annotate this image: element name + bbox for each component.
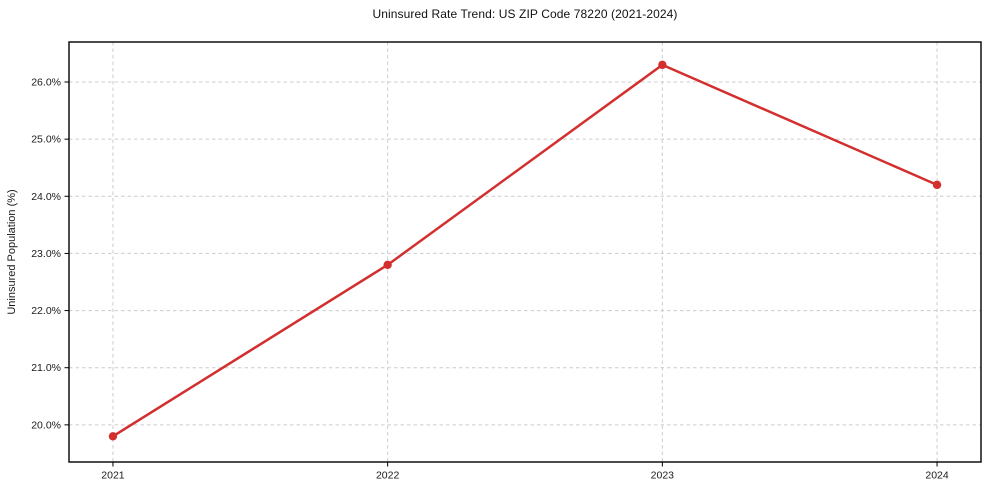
x-tick-label: 2023 [651, 470, 675, 482]
y-tick-label: 24.0% [31, 191, 61, 203]
chart-title: Uninsured Rate Trend: US ZIP Code 78220 … [372, 7, 678, 21]
x-tick-label: 2021 [101, 470, 125, 482]
y-tick-label: 23.0% [31, 248, 61, 260]
x-tick-label: 2024 [925, 470, 949, 482]
data-point [658, 60, 667, 70]
y-tick-label: 25.0% [31, 134, 61, 146]
x-tick-label: 2022 [376, 470, 400, 482]
y-tick-label: 21.0% [31, 362, 61, 374]
y-axis-label: Uninsured Population (%) [6, 189, 18, 314]
plot-border [68, 41, 982, 463]
data-point [932, 180, 942, 190]
series-line [111, 63, 939, 438]
plot-background [69, 42, 981, 462]
y-tick-label: 22.0% [31, 305, 61, 317]
data-point [383, 260, 392, 270]
y-tick-label: 20.0% [31, 419, 61, 431]
data-point [108, 432, 118, 441]
y-tick-label: 26.0% [31, 77, 61, 89]
